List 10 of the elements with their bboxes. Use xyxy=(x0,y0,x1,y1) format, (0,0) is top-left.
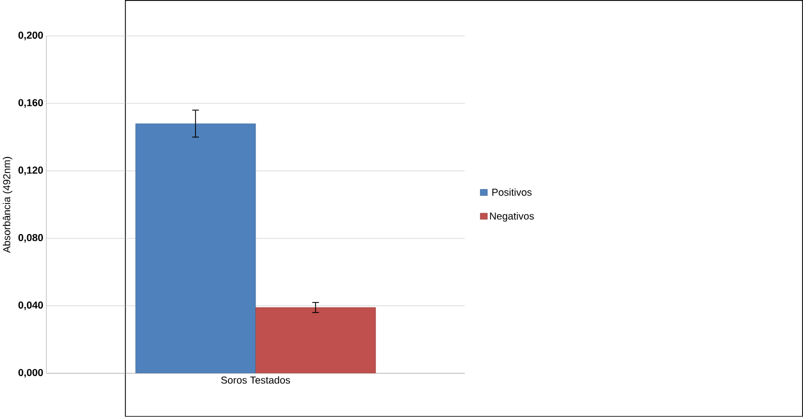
legend-label: Negativos xyxy=(490,212,534,222)
y-tick-label: 0,200 xyxy=(18,32,43,40)
y-axis-title: Absorbância (492nm) xyxy=(2,157,12,253)
y-tick-label: 0,040 xyxy=(18,302,43,310)
y-tick-label: 0,120 xyxy=(18,166,43,176)
y-tick-label: 0,080 xyxy=(18,234,43,243)
x-tick-label: Soros Testados xyxy=(221,376,290,384)
legend-label: Positivos xyxy=(492,188,532,196)
y-tick-label: 0,000 xyxy=(18,369,43,378)
y-tick-label: 0,160 xyxy=(18,99,43,108)
